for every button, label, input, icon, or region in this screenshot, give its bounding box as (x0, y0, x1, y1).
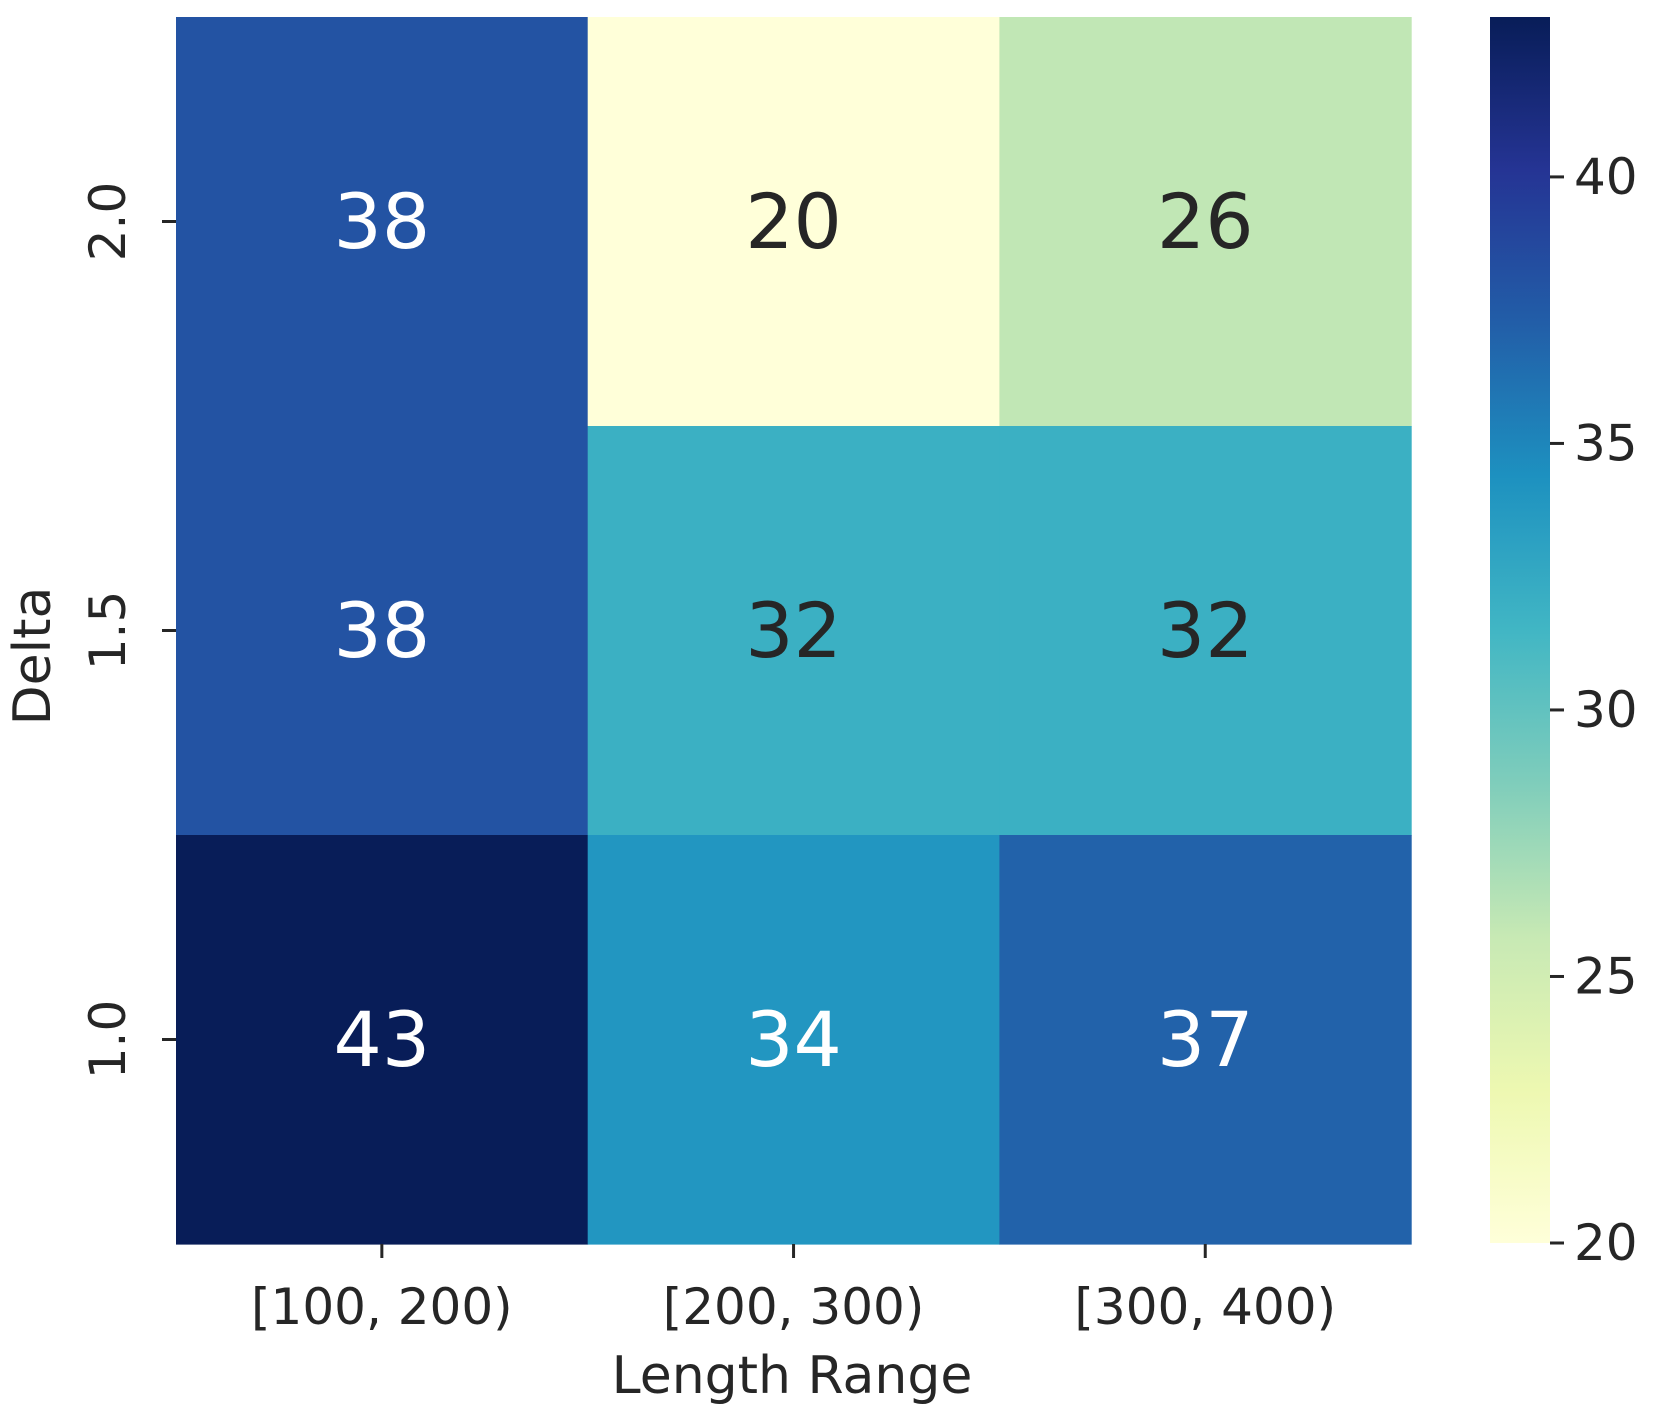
colorbar-tick-label: 20 (1574, 1214, 1638, 1272)
colorbar-tick-label: 40 (1574, 148, 1638, 206)
y-tick-label: 1.5 (79, 591, 137, 671)
cell-value-label: 32 (1157, 586, 1254, 675)
colorbar-ticks: 20 25 30 35 40 (1550, 148, 1638, 1272)
heatmap-cells: 38 20 26 38 32 32 43 34 37 (176, 17, 1412, 1245)
cell-value-label: 20 (745, 177, 842, 266)
x-axis-ticks: [100, 200) [200, 300) [300, 400) (251, 1244, 1336, 1336)
y-tick-label: 1.0 (79, 1000, 137, 1080)
x-axis-label: Length Range (612, 1346, 973, 1406)
cell-value-label: 34 (745, 995, 842, 1084)
y-axis-label: Delta (3, 587, 63, 726)
heatmap-cell (176, 17, 589, 427)
heatmap-cell (587, 426, 1000, 836)
colorbar-gradient (1490, 17, 1550, 1243)
heatmap-cell (587, 17, 1000, 427)
colorbar: 20 25 30 35 40 (1490, 17, 1638, 1272)
y-axis-ticks: 2.0 1.5 1.0 (79, 182, 176, 1080)
heatmap-cell (587, 835, 1000, 1245)
cell-value-label: 32 (745, 586, 842, 675)
cell-value-label: 38 (333, 177, 430, 266)
heatmap-cell (999, 17, 1412, 427)
cell-value-label: 43 (333, 995, 430, 1084)
heatmap-cell (999, 835, 1412, 1245)
heatmap-cell (999, 426, 1412, 836)
colorbar-tick-label: 35 (1574, 414, 1638, 472)
y-tick-label: 2.0 (79, 182, 137, 262)
cell-value-label: 38 (333, 586, 430, 675)
cell-value-label: 37 (1157, 995, 1254, 1084)
heatmap-cell (176, 426, 589, 836)
colorbar-tick-label: 25 (1574, 947, 1638, 1005)
x-tick-label: [100, 200) (251, 1278, 513, 1336)
cell-value-label: 26 (1157, 177, 1254, 266)
x-tick-label: [300, 400) (1074, 1278, 1336, 1336)
x-tick-label: [200, 300) (663, 1278, 925, 1336)
heatmap-cell (176, 835, 589, 1245)
colorbar-tick-label: 30 (1574, 681, 1638, 739)
